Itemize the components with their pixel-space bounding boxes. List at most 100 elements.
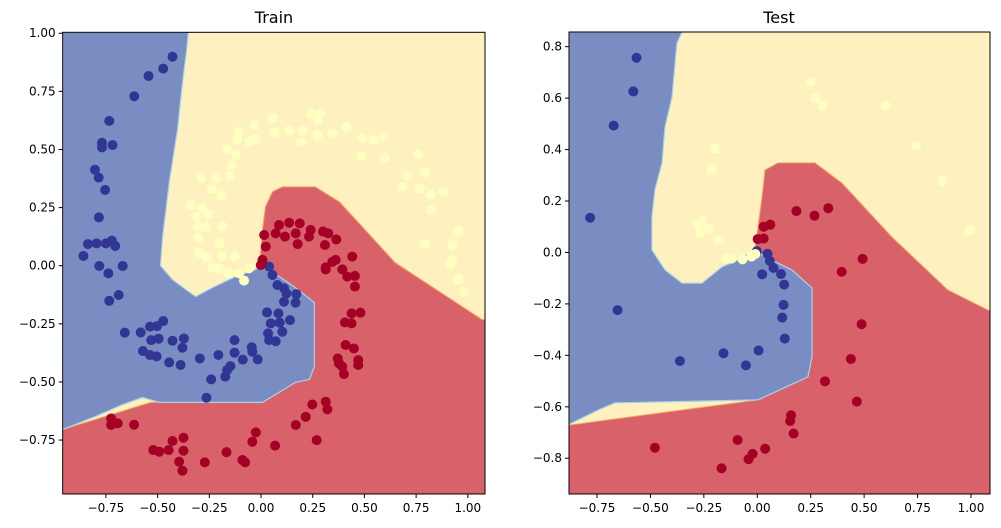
y-tick-label: 0.4 bbox=[543, 143, 562, 157]
point-blue bbox=[151, 351, 162, 362]
point-red bbox=[307, 399, 318, 410]
point-blue bbox=[110, 240, 121, 251]
point-yellow bbox=[312, 130, 323, 141]
point-blue bbox=[91, 238, 102, 249]
point-yellow bbox=[249, 120, 260, 131]
point-yellow bbox=[239, 275, 250, 286]
train-panel: −0.75 −0.50 −0.25 0.00 0.25 0.50 0.75 1.00 −0.75… bbox=[19, 8, 486, 515]
point-blue bbox=[237, 354, 248, 365]
point-blue bbox=[194, 353, 205, 364]
point-red bbox=[791, 206, 802, 217]
point-red bbox=[167, 435, 178, 446]
x-tick-label: −0.25 bbox=[685, 501, 722, 515]
y-tick-label: −0.4 bbox=[533, 348, 562, 362]
point-blue bbox=[775, 269, 786, 280]
point-blue bbox=[247, 346, 258, 357]
point-blue bbox=[277, 326, 288, 337]
point-blue bbox=[107, 140, 118, 151]
point-red bbox=[836, 266, 847, 277]
point-blue bbox=[631, 52, 642, 63]
point-red bbox=[274, 220, 285, 231]
x-tick-label: −0.75 bbox=[88, 501, 125, 515]
point-red bbox=[851, 396, 862, 407]
point-yellow bbox=[216, 190, 227, 201]
point-yellow bbox=[190, 211, 201, 222]
point-blue bbox=[229, 335, 240, 346]
x-tick-label: 0.50 bbox=[851, 501, 878, 515]
x-tick-label: −0.50 bbox=[139, 501, 176, 515]
point-yellow bbox=[226, 160, 237, 171]
point-red bbox=[823, 203, 834, 214]
point-yellow bbox=[368, 134, 379, 145]
point-red bbox=[349, 270, 360, 281]
point-yellow bbox=[937, 175, 948, 186]
point-yellow bbox=[706, 164, 717, 175]
y-tick-label: 0.2 bbox=[543, 194, 562, 208]
point-blue bbox=[93, 172, 104, 183]
point-blue bbox=[96, 142, 107, 153]
point-red bbox=[758, 233, 769, 244]
point-red bbox=[304, 231, 315, 242]
point-yellow bbox=[413, 149, 424, 160]
point-yellow bbox=[305, 108, 316, 119]
point-blue bbox=[206, 374, 217, 385]
y-tick-label: 0.6 bbox=[543, 91, 562, 105]
point-red bbox=[199, 457, 210, 468]
point-red bbox=[732, 434, 743, 445]
point-yellow bbox=[196, 203, 207, 214]
point-red bbox=[319, 240, 330, 251]
point-blue bbox=[278, 296, 289, 307]
point-yellow bbox=[186, 200, 197, 211]
point-red bbox=[820, 376, 831, 387]
point-yellow bbox=[295, 137, 306, 148]
point-yellow bbox=[193, 233, 204, 244]
point-red bbox=[178, 432, 189, 443]
x-tick-label: −0.50 bbox=[632, 501, 669, 515]
point-yellow bbox=[378, 130, 389, 141]
point-yellow bbox=[964, 225, 975, 236]
point-blue bbox=[274, 317, 285, 328]
point-red bbox=[292, 239, 303, 250]
point-red bbox=[322, 404, 333, 415]
point-blue bbox=[153, 333, 164, 344]
point-blue bbox=[252, 354, 263, 365]
point-blue bbox=[273, 308, 284, 319]
point-blue bbox=[178, 333, 189, 344]
point-yellow bbox=[817, 100, 828, 111]
point-red bbox=[323, 228, 334, 239]
point-blue bbox=[267, 270, 278, 281]
point-red bbox=[284, 217, 295, 228]
point-red bbox=[857, 253, 868, 264]
point-blue bbox=[117, 260, 128, 271]
point-yellow bbox=[268, 113, 279, 124]
point-yellow bbox=[737, 254, 748, 265]
point-yellow bbox=[221, 144, 232, 155]
point-yellow bbox=[244, 263, 255, 274]
point-blue bbox=[135, 327, 146, 338]
point-red bbox=[788, 428, 799, 439]
point-blue bbox=[777, 312, 788, 323]
point-yellow bbox=[710, 143, 721, 154]
x-tick-label: 1.00 bbox=[454, 501, 481, 515]
point-red bbox=[320, 264, 331, 275]
y-tick-label: −0.75 bbox=[19, 433, 56, 447]
x-tick-label: 1.00 bbox=[958, 501, 985, 515]
x-tick-label: 0.75 bbox=[904, 501, 931, 515]
point-red bbox=[221, 447, 232, 458]
x-tick-label: 0.00 bbox=[744, 501, 771, 515]
point-yellow bbox=[438, 187, 449, 198]
test-axes-frame bbox=[568, 31, 991, 495]
point-blue bbox=[78, 250, 89, 261]
y-tick-label: −0.25 bbox=[19, 317, 56, 331]
point-blue bbox=[284, 315, 295, 326]
point-yellow bbox=[453, 226, 464, 237]
point-red bbox=[290, 228, 301, 239]
test-panel: −0.75 −0.50 −0.25 0.00 0.25 0.50 0.75 1.00 −0.8 −… bbox=[533, 8, 991, 515]
point-blue bbox=[129, 91, 140, 102]
point-red bbox=[260, 241, 271, 252]
test-title: Test bbox=[762, 8, 795, 27]
point-red bbox=[320, 396, 331, 407]
point-red bbox=[163, 445, 174, 456]
point-blue bbox=[158, 316, 169, 327]
